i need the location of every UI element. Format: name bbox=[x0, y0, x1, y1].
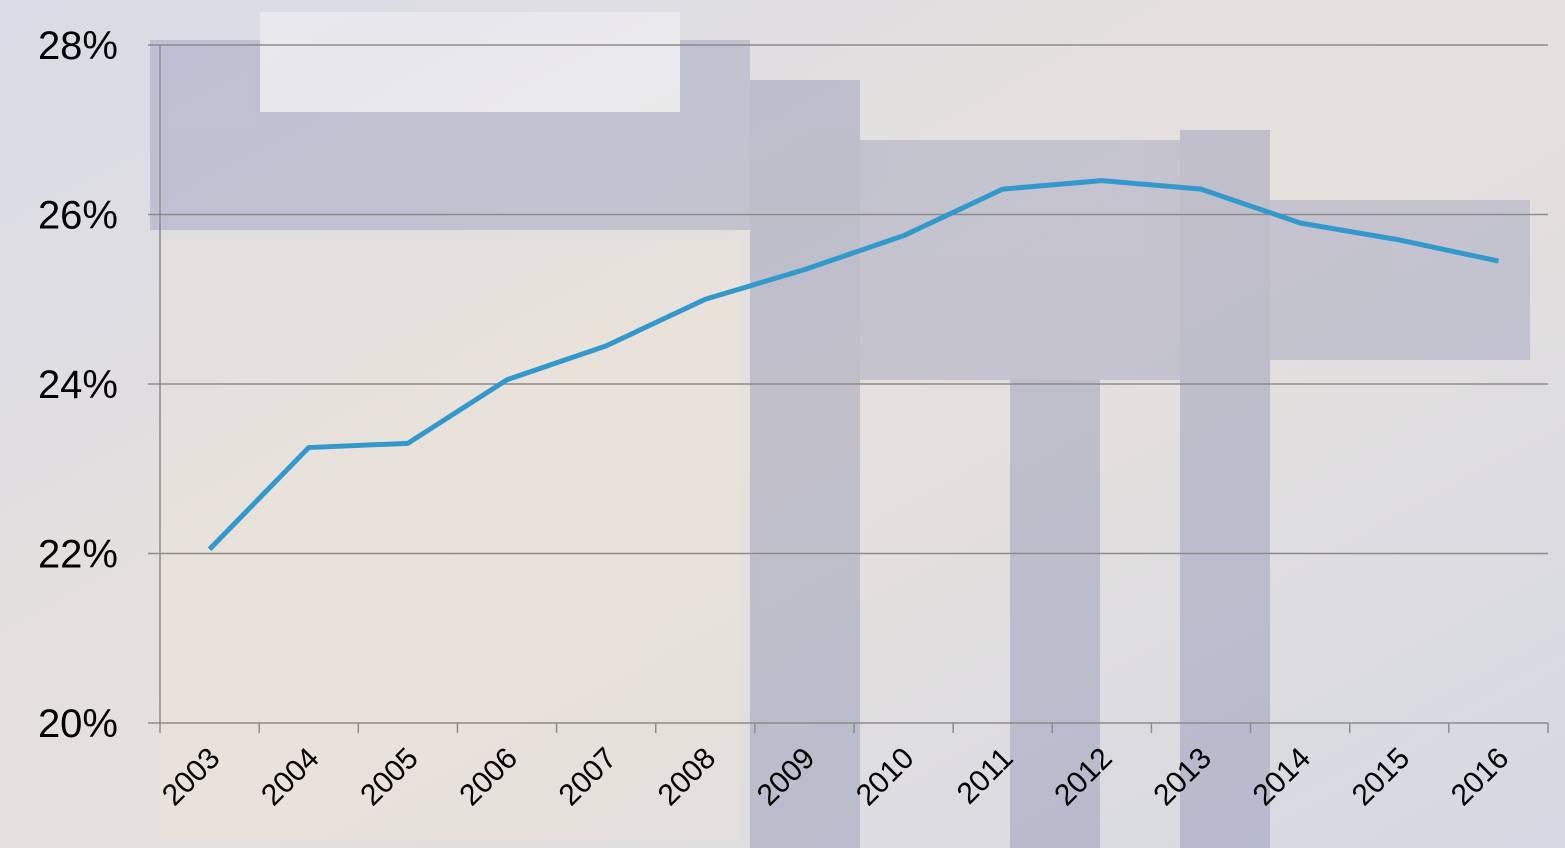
y-tick-label: 26% bbox=[38, 194, 118, 238]
y-tick-label: 28% bbox=[38, 24, 118, 68]
y-tick-label: 20% bbox=[38, 702, 118, 746]
background-photo bbox=[150, 12, 1530, 848]
line bbox=[207, 178, 1499, 552]
y-tick-label: 22% bbox=[38, 533, 118, 577]
y-tick-label: 24% bbox=[38, 363, 118, 407]
